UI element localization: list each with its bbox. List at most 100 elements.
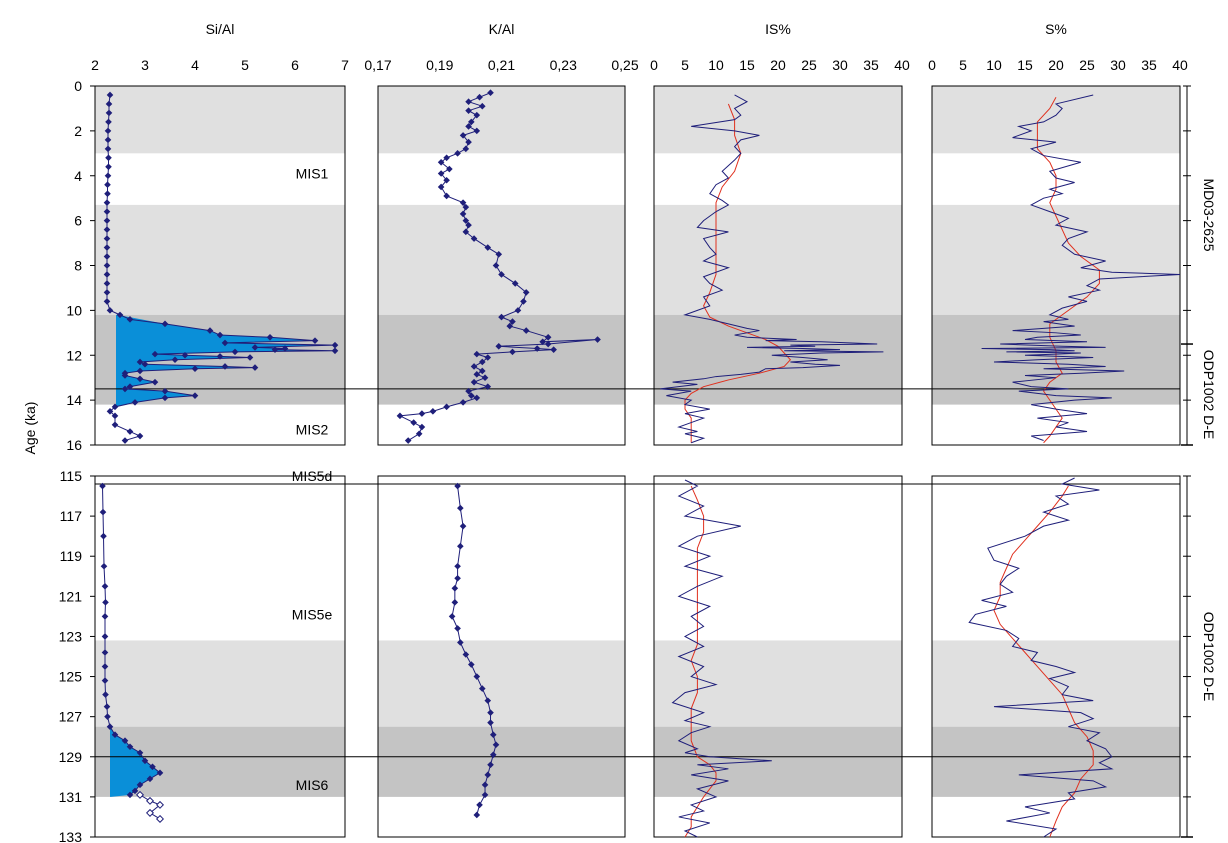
data-point — [451, 585, 459, 592]
data-point — [473, 394, 481, 402]
data-point — [131, 787, 139, 795]
x-tick-label: 10 — [708, 57, 724, 73]
x-tick-label: 30 — [1110, 57, 1126, 73]
panel-gap — [902, 86, 932, 445]
data-point — [454, 625, 461, 632]
data-point — [487, 719, 494, 726]
data-point — [457, 639, 464, 646]
data-point — [492, 262, 500, 269]
data-point — [509, 318, 516, 325]
data-point — [271, 346, 279, 353]
y-tick-label: 129 — [59, 749, 83, 765]
data-point — [103, 217, 111, 224]
data-point — [104, 127, 112, 135]
data-point — [470, 363, 478, 370]
panel-frame — [931, 85, 1181, 446]
data-point — [103, 271, 111, 278]
data-point — [550, 346, 557, 353]
data-point — [437, 183, 445, 191]
data-point — [100, 562, 108, 570]
data-point — [533, 345, 541, 352]
data-point — [462, 651, 470, 658]
y-tick-label: 125 — [59, 669, 83, 685]
data-point — [459, 132, 467, 139]
data-point-open — [155, 800, 165, 809]
panel-title: K/Al — [489, 21, 515, 37]
x-tick-label: 20 — [1048, 57, 1064, 73]
data-point — [481, 791, 489, 799]
data-point — [101, 633, 109, 640]
mis-label: MIS1 — [296, 166, 329, 182]
y-tick-label: 12 — [66, 347, 82, 363]
data-point — [459, 399, 467, 406]
data-point — [100, 532, 107, 540]
data-point — [454, 562, 461, 570]
data-point — [105, 118, 112, 126]
data-point — [126, 316, 134, 323]
core-label: MD03-2625 — [1201, 178, 1217, 251]
y-tick-label: 2 — [74, 123, 82, 139]
y-tick-label: 10 — [66, 302, 82, 318]
y-tick-label: 117 — [60, 508, 83, 524]
y-tick-label: 0 — [74, 78, 82, 94]
data-point — [457, 542, 464, 550]
x-tick-label: 20 — [770, 57, 786, 73]
data-point — [489, 731, 497, 739]
data-point — [462, 203, 470, 211]
data-point — [484, 383, 492, 390]
data-point — [116, 311, 124, 319]
smooth-line — [993, 485, 1094, 838]
data-point — [418, 410, 426, 417]
data-point — [103, 262, 111, 269]
data-point — [443, 192, 450, 200]
data-point — [221, 363, 229, 370]
data-point — [484, 697, 492, 704]
panel-frame — [377, 475, 626, 838]
x-tick-label: 15 — [739, 57, 755, 73]
data-point — [103, 208, 111, 215]
y-tick-label: 16 — [66, 437, 82, 453]
data-point-open — [145, 796, 155, 805]
data-point — [454, 150, 461, 157]
data-point — [103, 289, 111, 296]
data-point — [105, 163, 112, 171]
data-point — [473, 811, 481, 819]
data-point — [462, 228, 470, 236]
data-point — [103, 253, 111, 260]
data-point — [136, 749, 144, 757]
panel-frame — [653, 85, 903, 446]
data-point — [429, 408, 437, 415]
core-label: ODP1002 D-E — [1201, 612, 1217, 701]
x-tick-label: 6 — [291, 57, 299, 73]
data-point — [446, 165, 453, 173]
data-point — [522, 289, 530, 296]
panel-gap — [902, 476, 932, 837]
data-point — [462, 145, 470, 153]
panel-gap — [345, 86, 378, 445]
data-point — [141, 757, 149, 765]
data-point — [161, 394, 169, 402]
x-tick-label: 5 — [681, 57, 689, 73]
x-tick-label: 5 — [241, 57, 249, 73]
x-tick-label: 0,17 — [364, 57, 391, 73]
data-point — [487, 709, 494, 716]
data-point — [106, 307, 114, 314]
data-point — [104, 190, 111, 197]
series-layer — [99, 89, 1181, 838]
data-point — [103, 703, 111, 710]
data-point — [473, 673, 481, 680]
data-point — [126, 428, 134, 435]
y-tick-label: 8 — [74, 258, 82, 274]
data-point — [470, 235, 478, 242]
y-tick-label: 131 — [59, 789, 83, 805]
data-point — [136, 358, 144, 366]
data-point — [246, 354, 254, 361]
data-point — [106, 91, 114, 99]
data-point — [104, 181, 111, 189]
data-point — [478, 367, 486, 375]
x-tick-label: 40 — [894, 57, 910, 73]
data-point — [506, 322, 514, 330]
data-point — [459, 522, 467, 530]
series-line — [968, 477, 1114, 838]
data-point — [121, 437, 129, 444]
